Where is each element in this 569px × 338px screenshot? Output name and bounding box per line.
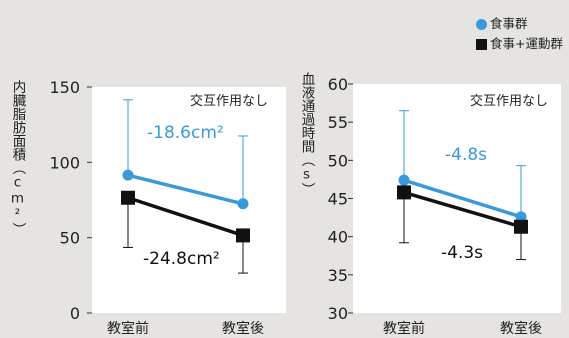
- change-label-1-0: -4.8s: [445, 145, 487, 165]
- y-tick-label-0-50: 50: [60, 229, 80, 248]
- y-tick-label-1-30: 30: [328, 304, 348, 323]
- point-1-1-1: [514, 219, 528, 234]
- series-line-0-0: [127, 173, 244, 206]
- y-axis-label-right: 血液通過時間（s）: [298, 72, 315, 196]
- y-tick-label-0-100: 100: [49, 153, 80, 172]
- point-1-1-0: [397, 185, 411, 200]
- legend-item-diet-exercise: 食事+運動群: [476, 34, 563, 54]
- change-label-1-1: -4.3s: [441, 243, 483, 263]
- x-tick-label-1-1: 教室後: [500, 320, 542, 337]
- change-label-0-1: -24.8cm²: [143, 249, 220, 269]
- y-tick-label-1-40: 40: [328, 228, 348, 247]
- change-label-0-0: -18.6cm²: [147, 123, 224, 143]
- annotation-1: 交互作用なし: [470, 93, 548, 109]
- series-line-0-1: [127, 196, 244, 238]
- series-line-1-1: [403, 190, 522, 229]
- y-tick-label-0-150: 150: [49, 78, 80, 97]
- series-line-1-0: [403, 178, 522, 219]
- legend-circle-icon: [476, 18, 488, 30]
- legend-item-diet: 食事群: [476, 14, 563, 34]
- point-1-0-0: [398, 174, 410, 186]
- point-0-1-1: [236, 228, 250, 243]
- y-tick-label-1-55: 55: [328, 113, 348, 132]
- y-tick-label-1-50: 50: [328, 151, 348, 170]
- legend: 食事群 食事+運動群: [476, 14, 563, 54]
- y-axis-label-left: 内臓脂肪面積（cm²）: [9, 80, 26, 236]
- point-0-0-0: [122, 169, 134, 181]
- y-tick-label-0-0: 0: [70, 304, 80, 323]
- legend-label-diet: 食事群: [490, 16, 528, 31]
- y-tick-label-1-60: 60: [328, 75, 348, 94]
- y-tick-label-1-35: 35: [328, 266, 348, 285]
- point-0-1-0: [121, 190, 135, 205]
- x-tick-label-0-1: 教室後: [222, 320, 264, 337]
- point-0-0-1: [237, 198, 249, 210]
- x-tick-label-0-0: 教室前: [107, 320, 149, 337]
- legend-label-diet-exercise: 食事+運動群: [490, 36, 563, 51]
- y-tick-label-1-45: 45: [328, 190, 348, 209]
- point-1-0-1: [515, 211, 527, 223]
- x-tick-label-1-0: 教室前: [383, 320, 425, 337]
- annotation-0: 交互作用なし: [190, 93, 268, 109]
- legend-square-icon: [476, 38, 488, 50]
